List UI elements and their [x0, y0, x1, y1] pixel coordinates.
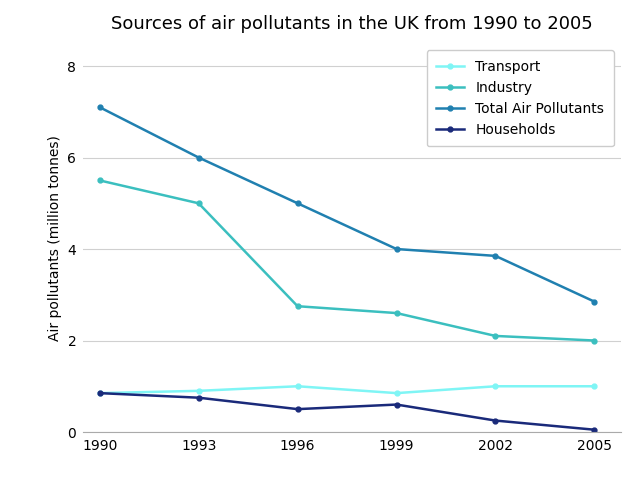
- Line: Industry: Industry: [97, 178, 597, 343]
- Industry: [195, 201, 202, 206]
- Line: Total Air Pollutants: Total Air Pollutants: [97, 105, 597, 304]
- Households: [294, 406, 301, 412]
- Transport: [294, 384, 301, 389]
- Households: [195, 395, 202, 401]
- Transport: [591, 384, 598, 389]
- Y-axis label: Air pollutants (million tonnes): Air pollutants (million tonnes): [48, 135, 62, 340]
- Total Air Pollutants: [294, 201, 301, 206]
- Households: [591, 427, 598, 432]
- Industry: [393, 310, 401, 316]
- Line: Households: Households: [97, 391, 597, 432]
- Total Air Pollutants: [393, 246, 401, 252]
- Legend: Transport, Industry, Total Air Pollutants, Households: Transport, Industry, Total Air Pollutant…: [427, 50, 614, 146]
- Industry: [96, 178, 104, 183]
- Transport: [393, 390, 401, 396]
- Households: [96, 390, 104, 396]
- Households: [393, 402, 401, 408]
- Transport: [195, 388, 202, 394]
- Total Air Pollutants: [96, 104, 104, 110]
- Industry: [492, 333, 499, 339]
- Total Air Pollutants: [195, 155, 202, 160]
- Transport: [492, 384, 499, 389]
- Title: Sources of air pollutants in the UK from 1990 to 2005: Sources of air pollutants in the UK from…: [111, 15, 593, 33]
- Households: [492, 418, 499, 423]
- Total Air Pollutants: [591, 299, 598, 304]
- Industry: [294, 303, 301, 309]
- Line: Transport: Transport: [97, 384, 597, 396]
- Total Air Pollutants: [492, 253, 499, 259]
- Transport: [96, 390, 104, 396]
- Industry: [591, 337, 598, 343]
